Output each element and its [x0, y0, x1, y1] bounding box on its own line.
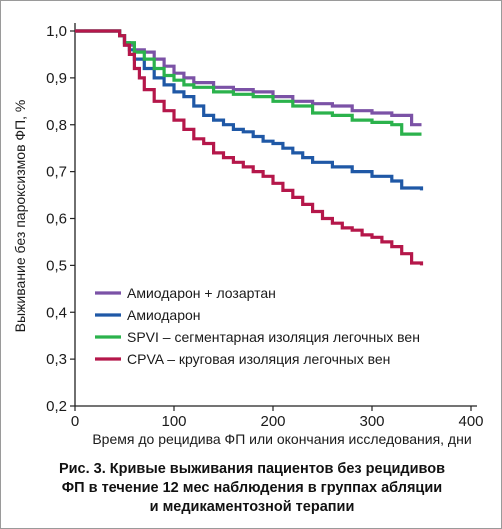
chart-axes — [74, 23, 477, 407]
chart-legend: Амиодарон + лозартан Амиодарон SPVI – сегм… — [95, 285, 420, 367]
series-line-3 — [75, 29, 422, 136]
caption-line-3: и медикаментозной терапии — [149, 499, 355, 515]
survival-chart: 0,2 0,3 0,4 0,5 0,6 0,7 0,8 0,9 1,0 0 100 200 300 400… — [12, 23, 484, 447]
y-axis-title: Выживание без пароксизмов ФП, % — [12, 100, 28, 333]
x-tick-label: 300 — [359, 413, 384, 430]
series-line-4 — [75, 29, 424, 266]
legend-label-1: Амиодарон + лозартан — [127, 285, 276, 301]
figure-caption: Рис. 3. Кривые выживания пациентов без р… — [1, 460, 502, 517]
chart-series — [75, 29, 424, 266]
legend-label-2: Амиодарон — [127, 307, 201, 323]
y-tick-label: 0,8 — [46, 117, 67, 134]
legend-label-4: CPVA – круговая изоляция легочных вен — [127, 351, 390, 367]
x-axis-title: Время до рецидива ФП или окончания иссле… — [92, 431, 471, 447]
chart-ticks: 0,2 0,3 0,4 0,5 0,6 0,7 0,8 0,9 1,0 0 100 200 300 400 — [46, 23, 483, 430]
x-tick-label: 200 — [260, 413, 285, 430]
y-tick-label: 0,5 — [46, 257, 67, 274]
caption-line-2: ФП в течение 12 мес наблюдения в группах… — [61, 480, 443, 496]
x-tick-label: 100 — [161, 413, 186, 430]
caption-line-1: Рис. 3. Кривые выживания пациентов без р… — [58, 461, 446, 477]
y-tick-label: 0,2 — [46, 398, 67, 415]
y-tick-label: 0,9 — [46, 70, 67, 87]
y-tick-label: 0,6 — [46, 211, 67, 228]
y-tick-label: 1,0 — [46, 23, 67, 40]
y-tick-label: 0,3 — [46, 351, 67, 368]
legend-label-3: SPVI – сегментарная изоляция легочных ве… — [127, 329, 420, 345]
x-tick-label: 400 — [458, 413, 483, 430]
x-tick-label: 0 — [71, 413, 79, 430]
y-tick-label: 0,7 — [46, 164, 67, 181]
series-line-2 — [75, 29, 424, 191]
y-tick-label: 0,4 — [46, 304, 67, 321]
